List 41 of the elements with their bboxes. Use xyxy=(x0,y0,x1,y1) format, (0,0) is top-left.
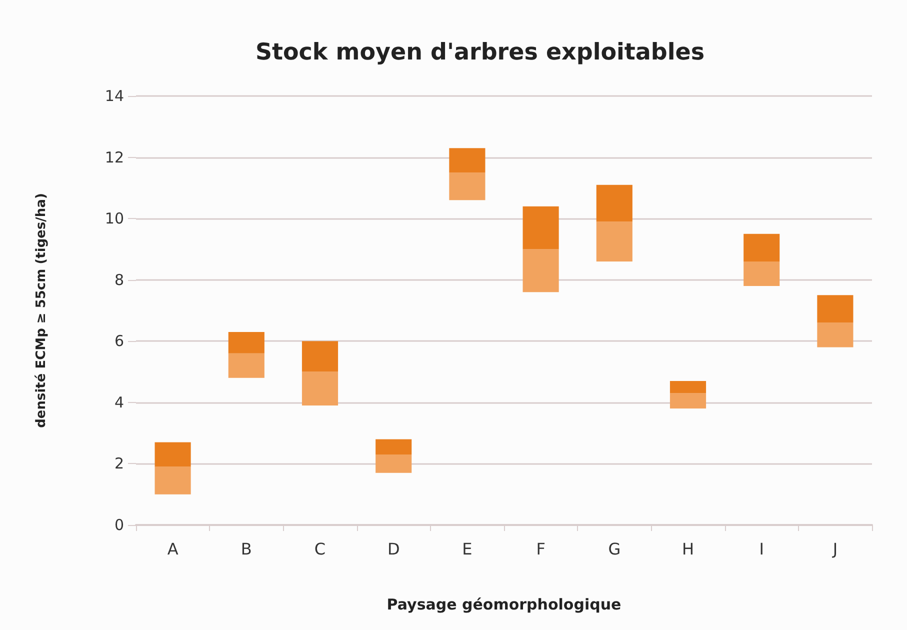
bar xyxy=(522,206,559,250)
bar xyxy=(596,222,632,262)
x-tick-label: A xyxy=(167,540,178,558)
bar xyxy=(449,148,486,173)
chart-title: Stock moyen d'arbres exploitables xyxy=(255,40,705,66)
x-tick-label: H xyxy=(682,540,694,558)
y-tick-label: 2 xyxy=(114,454,124,473)
bar xyxy=(376,439,412,455)
bar xyxy=(154,442,191,467)
y-tick-label: 0 xyxy=(114,516,124,534)
x-tick-label: E xyxy=(462,540,472,558)
bar xyxy=(302,341,338,372)
y-tick-label: 14 xyxy=(104,87,124,105)
bar xyxy=(744,234,780,262)
x-tick-label: D xyxy=(387,540,400,558)
y-axis-title: densité ECMp ≥ 55cm (tiges/ha) xyxy=(34,193,49,428)
bar xyxy=(522,249,559,292)
bar xyxy=(376,454,412,473)
bar xyxy=(744,261,780,286)
bar xyxy=(228,353,264,378)
x-tick-label: J xyxy=(832,540,838,558)
y-tick-label: 4 xyxy=(114,393,124,412)
bar xyxy=(670,393,706,409)
y-tick-label: 8 xyxy=(114,270,124,289)
y-tick-label: 12 xyxy=(104,148,124,166)
bar xyxy=(670,380,706,394)
bar xyxy=(154,466,191,494)
x-axis-title: Paysage géomorphologique xyxy=(386,596,622,614)
y-tick-label: 10 xyxy=(104,210,124,228)
bar xyxy=(449,172,486,200)
bar xyxy=(302,372,338,406)
x-tick-label: B xyxy=(240,540,252,558)
bar xyxy=(817,295,854,323)
x-tick-label: F xyxy=(536,540,546,558)
y-tick-label: 6 xyxy=(114,332,124,350)
bar xyxy=(596,184,632,222)
bar xyxy=(228,332,264,354)
x-tick-label: I xyxy=(759,540,764,558)
bar xyxy=(817,322,854,348)
x-tick-label: C xyxy=(314,540,326,558)
x-tick-label: G xyxy=(608,540,621,558)
